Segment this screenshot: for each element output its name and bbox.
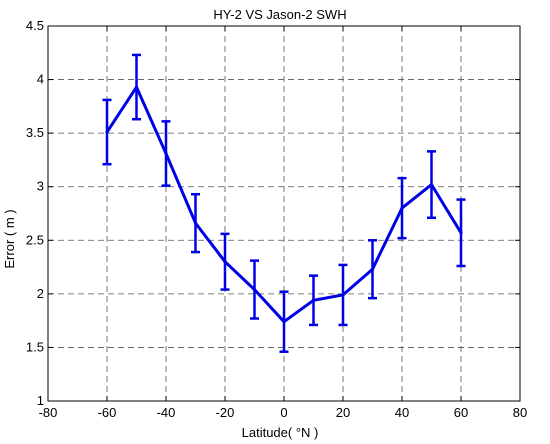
x-tick-label: 0 [280, 405, 287, 420]
y-tick-label: 2.5 [26, 232, 44, 247]
x-tick-label: -80 [39, 405, 58, 420]
y-tick-label: 1 [37, 393, 44, 408]
y-tick-label: 4 [37, 72, 44, 87]
data-point [341, 293, 345, 297]
y-axis-title: Error ( m ) [2, 209, 17, 268]
data-point [134, 85, 139, 89]
x-tick-label: 40 [395, 405, 409, 420]
data-point [223, 260, 227, 264]
data-series [102, 53, 466, 353]
data-point [164, 151, 168, 156]
x-tick-label: 80 [513, 405, 527, 420]
data-point [370, 267, 375, 271]
data-point [252, 287, 257, 292]
data-point [429, 182, 434, 187]
data-point [193, 221, 198, 225]
y-tick-label: 3 [37, 179, 44, 194]
y-tick-label: 3.5 [26, 125, 44, 140]
axis-ticks: -80 -60 -40 -20 0 20 40 60 80 1 1.5 2 2.5 3 3.5 4 4.5 [26, 18, 527, 420]
data-point [459, 231, 463, 235]
chart-title: HY-2 VS Jason-2 SWH [213, 7, 346, 22]
y-tick-label: 2 [37, 286, 44, 301]
y-tick-label: 4.5 [26, 18, 44, 33]
x-tick-label: 20 [336, 405, 350, 420]
x-tick-label: -40 [157, 405, 176, 420]
x-tick-label: -20 [216, 405, 235, 420]
data-point [105, 130, 109, 134]
x-tick-label: 60 [454, 405, 468, 420]
y-tick-label: 1.5 [26, 339, 44, 354]
data-point [400, 206, 404, 210]
x-axis-title: Latitude( °N ) [242, 425, 319, 440]
x-tick-label: -60 [98, 405, 117, 420]
data-point [311, 298, 316, 302]
data-point [282, 320, 286, 324]
